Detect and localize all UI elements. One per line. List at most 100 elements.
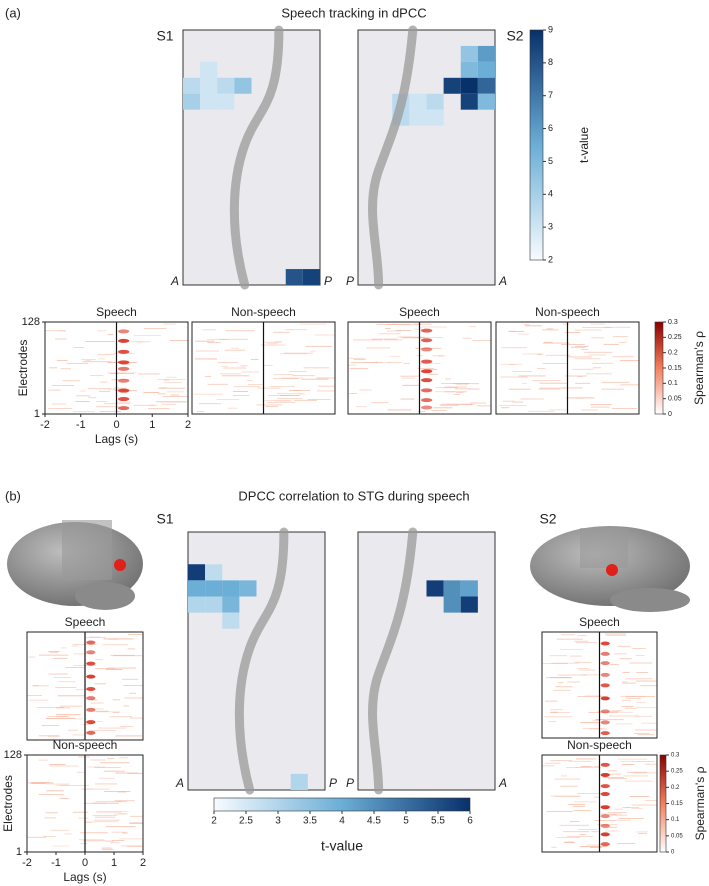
- raster-peak: [117, 329, 130, 334]
- grid-cell: [409, 109, 427, 126]
- colorbar-tick-label: 2: [548, 254, 553, 264]
- colorbar-label: Spearman's ρ: [692, 331, 706, 405]
- colorbar: [654, 321, 664, 415]
- grid-cell: [188, 564, 206, 581]
- electrode-tube: [229, 25, 284, 290]
- orientation-label: P: [329, 776, 337, 790]
- raster-peak: [600, 805, 610, 810]
- electrode-tube: [234, 527, 289, 795]
- raster-peak: [600, 672, 610, 677]
- raster-peak: [600, 784, 610, 789]
- raster-border: [541, 754, 658, 853]
- x-axis-label: Lags (s): [95, 432, 138, 446]
- grid-cell: [477, 45, 495, 62]
- x-tick-label: 1: [111, 857, 117, 869]
- electrode-tube: [368, 527, 418, 795]
- colorbar-tick-label: 5: [548, 156, 553, 166]
- orientation-label: P: [324, 274, 332, 288]
- colorbar-label: t-value: [577, 127, 591, 163]
- grid-cell: [188, 580, 206, 597]
- raster-peak: [420, 388, 433, 393]
- raster-title: Non-speech: [535, 305, 600, 319]
- raster-peak: [86, 640, 96, 645]
- raster-peak: [600, 823, 610, 828]
- raster-peak: [600, 661, 610, 666]
- raster-peak: [86, 674, 96, 679]
- raster-title: Speech: [579, 615, 620, 629]
- colorbar-label: Spearman's ρ: [693, 766, 707, 840]
- raster-peak: [600, 651, 610, 656]
- grid-cell: [222, 580, 240, 597]
- grid-cell: [290, 773, 308, 790]
- grid-cell: [217, 93, 235, 110]
- raster-peak: [600, 832, 610, 837]
- raster-peak: [86, 686, 96, 691]
- subject-label: S2: [539, 511, 556, 527]
- grid-cell: [460, 77, 478, 94]
- raster-peak: [117, 360, 130, 365]
- y-axis-label: Electrodes: [1, 775, 15, 832]
- colorbar-tick-label: 0.3: [668, 319, 678, 326]
- grid-cell: [285, 269, 303, 285]
- raster-peak: [600, 792, 610, 797]
- raster-border: [26, 631, 144, 741]
- y-tick-label: 128: [4, 749, 22, 761]
- grid-cell: [477, 77, 495, 94]
- grid-cell: [183, 93, 201, 110]
- colorbar-tick-label: 4: [548, 189, 553, 199]
- raster-title: Non-speech: [53, 738, 118, 752]
- raster-peak: [420, 359, 433, 364]
- raster-peak: [86, 696, 96, 701]
- raster-peak: [86, 650, 96, 655]
- grid-cell: [443, 77, 461, 94]
- orientation-label: A: [170, 274, 179, 288]
- grid-cell: [239, 580, 257, 597]
- x-tick-label: 1: [149, 419, 155, 431]
- subject-label: S2: [506, 28, 523, 44]
- colorbar: [213, 797, 471, 812]
- x-tick-label: 0: [113, 419, 119, 431]
- grid-cell: [409, 93, 427, 110]
- grid-cell: [426, 93, 444, 110]
- raster-peak: [117, 338, 130, 343]
- x-axis-label: Lags (s): [63, 870, 106, 884]
- colorbar-tick-label: 2.5: [239, 816, 253, 827]
- grid-cell: [183, 77, 201, 94]
- colorbar-tick-label: 0.25: [668, 334, 682, 341]
- raster-peak: [600, 720, 610, 725]
- brain-s1: [7, 520, 143, 610]
- grid-cell: [205, 564, 223, 581]
- raster-title: Speech: [65, 615, 106, 629]
- y-axis-label: Electrodes: [16, 340, 30, 397]
- colorbar-label: t-value: [321, 838, 363, 854]
- colorbar-tick-label: 4: [339, 816, 345, 827]
- raster-peak: [600, 641, 610, 646]
- colorbar-tick-label: 0.25: [671, 769, 683, 775]
- colorbar-tick-label: 6: [467, 816, 473, 827]
- raster-peak: [117, 349, 130, 354]
- raster-peak: [600, 709, 610, 714]
- raster-peak: [117, 378, 130, 383]
- colorbar-tick-label: 8: [548, 57, 553, 67]
- x-tick-label: -1: [76, 419, 86, 431]
- colorbar-tick-label: 0.05: [671, 833, 683, 839]
- raster-peak: [117, 397, 130, 402]
- colorbar: [529, 29, 544, 261]
- raster-peak: [86, 730, 96, 735]
- colorbar-tick-label: 0: [668, 411, 672, 418]
- raster-title: Speech: [399, 305, 440, 319]
- raster-peak: [600, 696, 610, 701]
- x-tick-label: -1: [51, 857, 61, 869]
- colorbar: [659, 754, 667, 853]
- colorbar-tick-label: 0.2: [671, 785, 680, 791]
- panel-title: Speech tracking in dPCC: [281, 5, 426, 20]
- raster-peak: [86, 720, 96, 725]
- grid-cell: [200, 77, 218, 94]
- colorbar-tick-label: 0.15: [671, 801, 683, 807]
- raster-peak: [600, 683, 610, 688]
- grid-cell: [205, 596, 223, 613]
- raster-peak: [420, 328, 433, 333]
- orientation-label: P: [346, 274, 354, 288]
- raster-peak: [420, 378, 433, 383]
